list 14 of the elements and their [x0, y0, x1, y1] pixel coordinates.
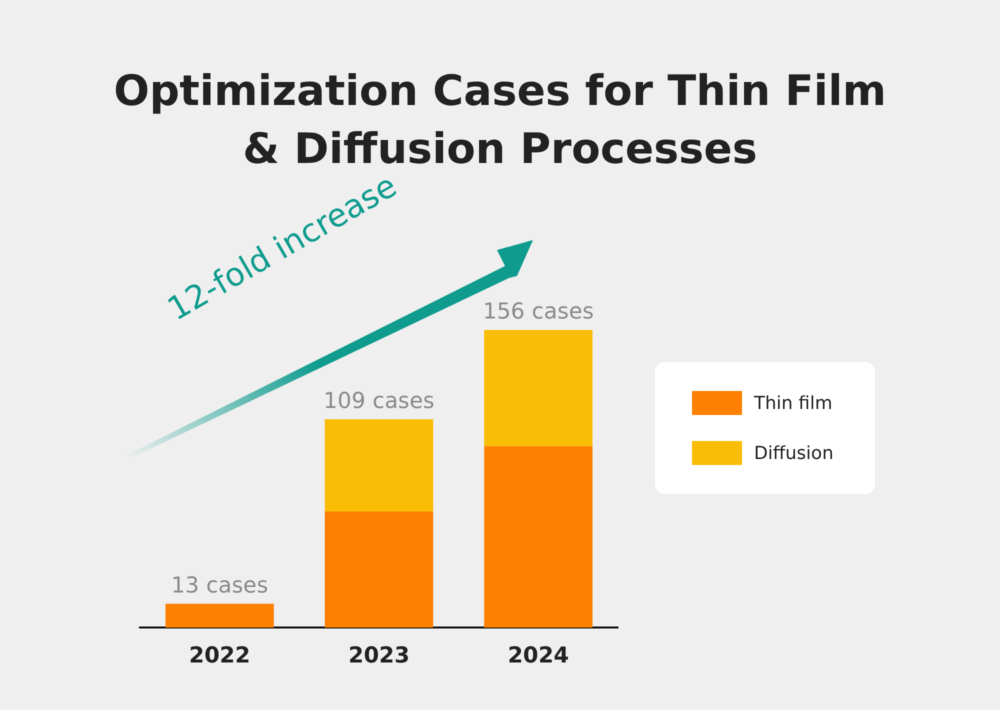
bar: [324, 512, 434, 628]
annotation: 156 cases: [482, 300, 594, 325]
bar: [484, 330, 593, 446]
bar: [324, 419, 434, 512]
annotation: 13 cases: [171, 574, 268, 599]
x-tick-label: 2022: [189, 644, 250, 669]
legend-label: Diffusion: [754, 442, 834, 464]
bar: [484, 446, 593, 628]
chart-title: Optimization Cases for Thin Film & Diffusion Processes: [112, 65, 888, 175]
x-tick-label: 2024: [508, 644, 569, 669]
legend-label: Thin film: [754, 392, 832, 414]
bar: [165, 604, 274, 628]
x-tick-label: 2023: [348, 644, 410, 669]
annotation: 109 cases: [323, 389, 435, 414]
